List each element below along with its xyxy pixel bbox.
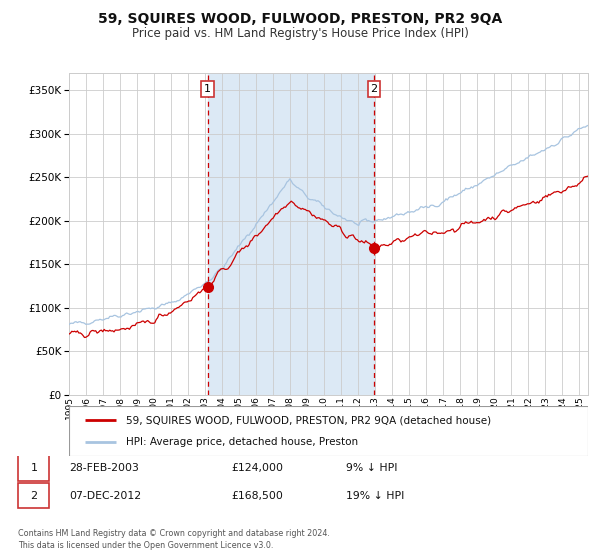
Text: 1: 1 [204, 84, 211, 94]
Text: 19% ↓ HPI: 19% ↓ HPI [346, 491, 404, 501]
Text: Price paid vs. HM Land Registry's House Price Index (HPI): Price paid vs. HM Land Registry's House … [131, 27, 469, 40]
Text: 9% ↓ HPI: 9% ↓ HPI [346, 463, 398, 473]
Text: 59, SQUIRES WOOD, FULWOOD, PRESTON, PR2 9QA (detached house): 59, SQUIRES WOOD, FULWOOD, PRESTON, PR2 … [126, 415, 491, 425]
FancyBboxPatch shape [18, 483, 49, 508]
Text: 1: 1 [31, 463, 37, 473]
Text: 28-FEB-2003: 28-FEB-2003 [70, 463, 139, 473]
Text: Contains HM Land Registry data © Crown copyright and database right 2024.
This d: Contains HM Land Registry data © Crown c… [18, 529, 329, 549]
Text: £124,000: £124,000 [231, 463, 283, 473]
Bar [208, 73, 374, 395]
FancyBboxPatch shape [69, 406, 588, 456]
Text: £168,500: £168,500 [231, 491, 283, 501]
Text: 07-DEC-2012: 07-DEC-2012 [70, 491, 142, 501]
Text: HPI: Average price, detached house, Preston: HPI: Average price, detached house, Pres… [126, 437, 358, 447]
Text: 2: 2 [370, 84, 377, 94]
FancyBboxPatch shape [18, 455, 49, 481]
Text: 2: 2 [31, 491, 37, 501]
Text: 59, SQUIRES WOOD, FULWOOD, PRESTON, PR2 9QA: 59, SQUIRES WOOD, FULWOOD, PRESTON, PR2 … [98, 12, 502, 26]
